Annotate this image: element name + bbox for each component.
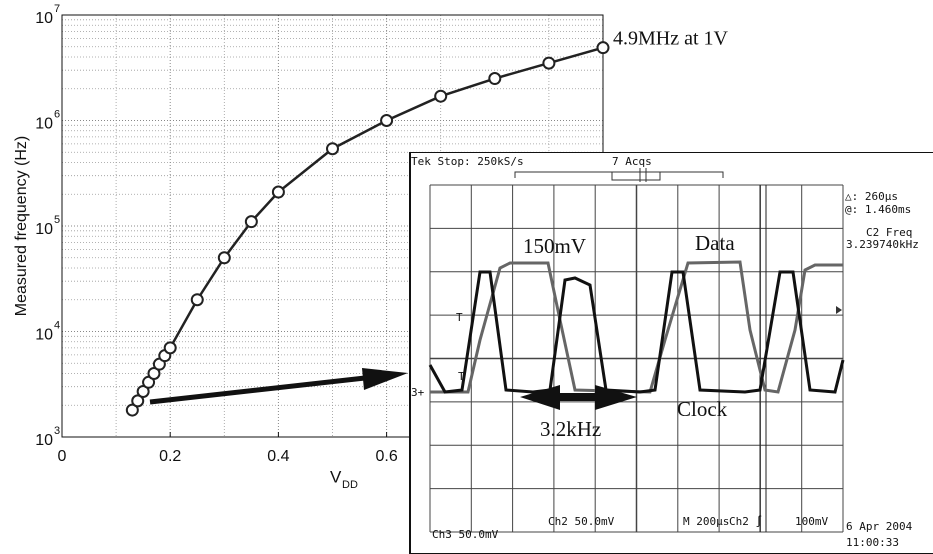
x-tick-label: 0.6 xyxy=(375,448,397,465)
inset-acqs: 7 Acqs xyxy=(612,155,652,168)
annotation: 4.9MHz at 1V xyxy=(613,28,729,50)
figure: 10310410510610700.20.40.6 4.9MHz at 1V M… xyxy=(0,0,933,554)
data-point xyxy=(165,342,176,353)
data-point xyxy=(273,187,284,198)
trigger: Ch2 ∫ xyxy=(729,515,762,528)
x-axis-label: V xyxy=(330,467,342,486)
x-axis-label-subscript: DD xyxy=(342,479,358,491)
data-point xyxy=(381,115,392,126)
page: {"chart_data":{"type":"line","ylabel":"M… xyxy=(0,0,933,554)
y-tick-label: 10 xyxy=(35,432,53,449)
x-tick-label: 0 xyxy=(58,448,67,465)
y-tick-exponent: 6 xyxy=(54,108,60,120)
y-tick-exponent: 3 xyxy=(54,425,60,437)
y-axis-label: Measured frequency (Hz) xyxy=(13,136,30,317)
marker-3: 3+ xyxy=(411,386,425,399)
y-tick-label: 10 xyxy=(35,116,53,133)
data-label: Data xyxy=(695,231,735,255)
date: 6 Apr 2004 xyxy=(846,520,913,533)
amp-label: 150mV xyxy=(523,234,586,258)
x-tick-label: 0.2 xyxy=(159,448,181,465)
y-tick-label: 10 xyxy=(35,10,53,27)
data-point xyxy=(489,73,500,84)
inset-header: Tek Stop: 250kS/s xyxy=(411,155,524,168)
data-point xyxy=(435,91,446,102)
data-point xyxy=(598,42,609,53)
x-tick-label: 0.4 xyxy=(267,448,289,465)
y-tick-exponent: 4 xyxy=(54,319,60,331)
marker-t: T xyxy=(456,311,463,324)
y-tick-label: 10 xyxy=(35,327,53,344)
data-point xyxy=(219,252,230,263)
data-point xyxy=(327,143,338,154)
ch3-label: Ch3 50.0mV xyxy=(432,528,499,541)
y-tick-label: 10 xyxy=(35,221,53,238)
oscilloscope-inset: Tek Stop: 250kS/s 7 Acqs △: 260µs @: 1.4… xyxy=(410,152,933,554)
y-tick-exponent: 7 xyxy=(54,3,60,15)
marker-t: T xyxy=(458,370,465,383)
inset-at: @: 1.460ms xyxy=(845,203,911,216)
data-point xyxy=(246,216,257,227)
trigger-level: 100mV xyxy=(795,515,828,528)
y-tick-exponent: 5 xyxy=(54,214,60,226)
clock-label: Clock xyxy=(677,397,728,421)
data-point xyxy=(192,294,203,305)
ch2-label: Ch2 50.0mV xyxy=(548,515,615,528)
data-point xyxy=(543,58,554,69)
time: 11:00:33 xyxy=(846,536,899,549)
rate-label: 3.2kHz xyxy=(540,417,601,441)
timebase: M 200µs xyxy=(683,515,729,528)
inset-freq-value: 3.239740kHz xyxy=(846,238,919,251)
inset-delta: △: 260µs xyxy=(845,190,898,203)
